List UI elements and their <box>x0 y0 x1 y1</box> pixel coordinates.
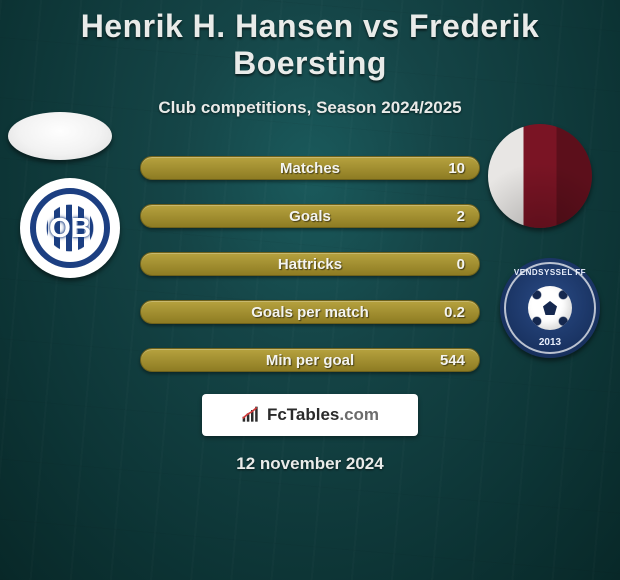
stat-row: Hattricks 0 <box>140 252 480 276</box>
page-title: Henrik H. Hansen vs Frederik Boersting <box>0 0 620 82</box>
stat-label: Hattricks <box>278 256 342 273</box>
player-left-club-badge: OB <box>20 178 120 278</box>
club-badge-text: OB <box>49 212 91 244</box>
soccer-ball-icon <box>528 286 572 330</box>
brand-domain: .com <box>339 405 379 424</box>
club-badge-top-text: VENDSYSSEL FF <box>500 268 600 277</box>
comparison-card: Henrik H. Hansen vs Frederik Boersting C… <box>0 0 620 580</box>
stat-row: Min per goal 544 <box>140 348 480 372</box>
stat-label: Goals <box>289 208 331 225</box>
bar-chart-icon <box>241 406 261 424</box>
brand-name: FcTables <box>267 405 339 424</box>
stat-value-right: 544 <box>440 352 465 369</box>
subtitle: Club competitions, Season 2024/2025 <box>0 98 620 118</box>
player-left-photo <box>8 112 112 160</box>
player-right-club-badge: VENDSYSSEL FF 2013 <box>500 258 600 358</box>
player-right-photo <box>488 124 592 228</box>
stat-value-right: 0 <box>457 256 465 273</box>
stat-row: Matches 10 <box>140 156 480 180</box>
stat-label: Min per goal <box>266 352 354 369</box>
stat-label: Matches <box>280 160 340 177</box>
date-line: 12 november 2024 <box>0 454 620 474</box>
brand-box: FcTables.com <box>202 394 418 436</box>
stat-row: Goals per match 0.2 <box>140 300 480 324</box>
stat-value-right: 10 <box>448 160 465 177</box>
stat-row: Goals 2 <box>140 204 480 228</box>
brand-text: FcTables.com <box>267 405 379 425</box>
club-badge-year: 2013 <box>500 337 600 348</box>
stat-value-right: 0.2 <box>444 304 465 321</box>
stat-value-right: 2 <box>457 208 465 225</box>
stat-label: Goals per match <box>251 304 369 321</box>
